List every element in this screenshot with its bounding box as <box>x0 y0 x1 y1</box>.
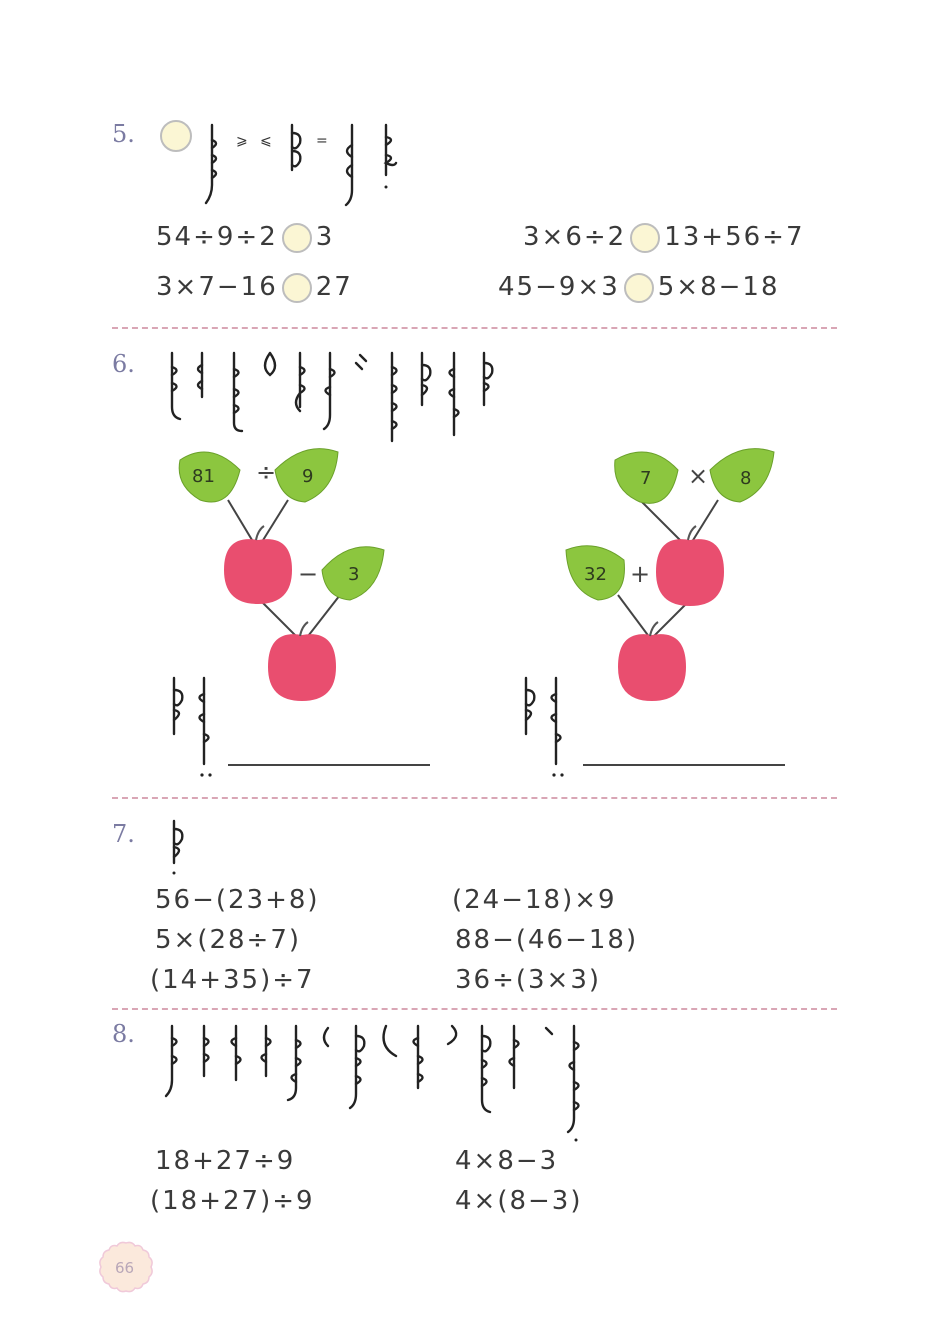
svg-text:9: 9 <box>302 466 313 487</box>
apple-tree-right: 7 × 8 32 + <box>565 448 775 701</box>
q5-row-1-right: 3×6÷2 13+56÷7 <box>523 222 805 253</box>
question-8-number: 8. <box>112 1020 135 1048</box>
mongolian-label-left <box>172 676 212 777</box>
mongolian-instruction-q6 <box>170 351 494 443</box>
operator-divide: ÷ <box>256 458 276 486</box>
q5-row-2-right: 45−9×3 5×8−18 <box>498 272 780 303</box>
page-number: 66 <box>115 1259 134 1277</box>
answer-circle[interactable] <box>623 272 654 303</box>
operator-multiply: × <box>688 462 708 490</box>
symbol-leq: ⩽ <box>260 133 272 149</box>
section-divider <box>112 327 837 329</box>
mongolian-instruction-q8 <box>164 1024 580 1142</box>
q5-row-1-left: 54÷9÷2 3 <box>156 222 335 253</box>
answer-blank-left[interactable] <box>228 764 430 766</box>
q7-expr-2: (24−18)×9 <box>452 885 617 915</box>
leaf-81: 81 <box>178 451 241 503</box>
answer-circle-example <box>160 120 192 152</box>
question-7-number: 7. <box>112 820 135 848</box>
q7-expr-5: (14+35)÷7 <box>150 965 315 995</box>
question-6-number: 6. <box>112 350 135 378</box>
apple-bottom <box>268 621 336 701</box>
apple-middle-right <box>656 525 724 606</box>
q5-row-2-left: 3×7−16 27 <box>156 272 353 303</box>
q8-expr-3: (18+27)÷9 <box>150 1186 315 1216</box>
q7-expr-1: 56−(23+8) <box>155 885 320 915</box>
svg-text:81: 81 <box>192 466 215 487</box>
section-divider <box>112 1008 837 1010</box>
leaf-8: 8 <box>709 448 775 503</box>
apple-tree-left: 81 ÷ 9 − 3 <box>178 448 385 701</box>
operator-plus: + <box>630 560 650 588</box>
leaf-9: 9 <box>274 448 339 503</box>
answer-blank-right[interactable] <box>583 764 785 766</box>
answer-circle[interactable] <box>281 272 312 303</box>
operator-minus: − <box>298 560 318 588</box>
section-divider <box>112 797 837 799</box>
apple-middle <box>224 525 292 604</box>
question-5-number: 5. <box>112 120 135 148</box>
mongolian-label-right <box>524 676 564 777</box>
q7-expr-4: 88−(46−18) <box>455 925 639 955</box>
leaf-3: 3 <box>321 546 385 601</box>
q7-expr-3: 5×(28÷7) <box>155 925 302 955</box>
answer-circle[interactable] <box>281 222 312 253</box>
svg-text:7: 7 <box>640 468 651 489</box>
leaf-32: 32 <box>565 545 625 601</box>
q8-expr-2: 4×8−3 <box>455 1146 559 1176</box>
svg-text:32: 32 <box>584 564 607 585</box>
symbol-geq: ⩾ <box>236 133 248 149</box>
page-number-badge: 66 <box>99 1241 153 1293</box>
symbol-eq: = <box>316 133 328 149</box>
apple-bottom-right <box>618 621 686 701</box>
svg-text:3: 3 <box>348 564 359 585</box>
svg-text:8: 8 <box>740 468 751 489</box>
q7-expr-6: 36÷(3×3) <box>455 965 602 995</box>
mongolian-instruction-q5: ⩾ ⩽ = <box>204 123 398 207</box>
q8-expr-4: 4×(8−3) <box>455 1186 583 1216</box>
answer-circle[interactable] <box>630 222 661 253</box>
mongolian-instruction-q7 <box>172 819 184 875</box>
q8-expr-1: 18+27÷9 <box>155 1146 296 1176</box>
leaf-7: 7 <box>614 451 679 504</box>
